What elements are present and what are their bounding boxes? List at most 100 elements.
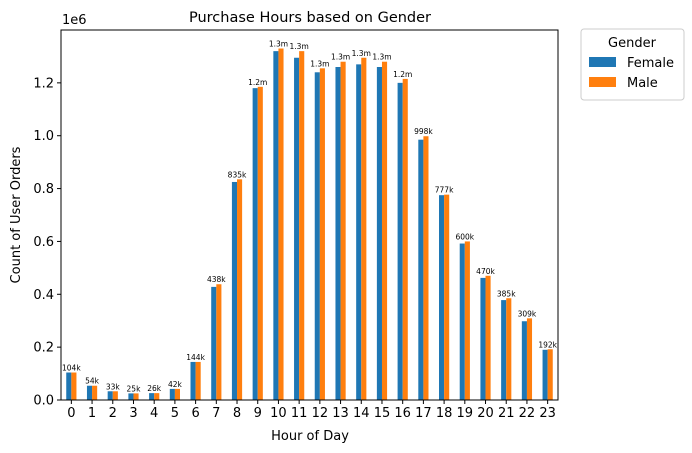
bars-group (66, 48, 553, 401)
x-tick-label-16: 16 (394, 406, 411, 421)
legend-title: Gender (608, 36, 657, 51)
y-ticks-group: 0.0 0.2 0.4 0.6 0.8 1.0 1.2 (33, 76, 61, 409)
data-label-hour-3: 25k (127, 384, 142, 393)
bar-male-hour-15 (381, 61, 388, 401)
bar-female-hour-9 (252, 88, 258, 400)
x-tick-label-15: 15 (374, 406, 391, 421)
x-tick-label-22: 22 (519, 406, 536, 421)
data-label-hour-23: 192k (538, 340, 557, 349)
chart-title: Purchase Hours based on Gender (189, 10, 431, 26)
x-tick-label-4: 4 (150, 406, 158, 421)
bar-female-hour-1 (86, 385, 93, 400)
legend-label-female: Female (627, 56, 674, 71)
data-label-hour-13: 1.3m (331, 53, 350, 62)
bar-female-hour-10 (273, 51, 279, 400)
bar-male-hour-22 (526, 318, 533, 400)
y-tick-label-0.8: 0.8 (33, 182, 54, 197)
x-tick-label-12: 12 (312, 406, 329, 421)
bar-male-hour-10 (278, 48, 284, 400)
x-tick-label-9: 9 (254, 406, 262, 421)
plot-frame (60, 29, 559, 401)
bar-female-hour-11 (294, 57, 300, 400)
data-label-hour-2: 33k (106, 382, 121, 391)
legend-swatch-male (589, 77, 616, 87)
bar-male-hour-7 (216, 284, 222, 400)
x-tick-label-14: 14 (353, 406, 370, 421)
bar-male-hour-1 (92, 385, 98, 400)
data-label-hour-4: 26k (147, 384, 162, 393)
data-label-hour-7: 438k (207, 275, 226, 284)
legend: Gender Female Male (580, 28, 685, 101)
bar-female-hour-23 (542, 349, 548, 400)
bar-male-hour-4 (154, 393, 160, 400)
data-label-hour-18: 777k (435, 186, 454, 195)
bar-male-hour-11 (299, 51, 305, 400)
x-tick-label-20: 20 (477, 406, 494, 421)
data-label-hour-10: 1.3m (269, 40, 288, 49)
x-tick-label-3: 3 (129, 406, 137, 421)
bar-female-hour-4 (149, 393, 155, 400)
x-tick-label-5: 5 (171, 406, 179, 421)
x-tick-label-21: 21 (498, 406, 515, 421)
bar-male-hour-6 (195, 361, 201, 400)
bar-female-hour-2 (107, 391, 113, 400)
data-label-hour-0: 104k (62, 364, 81, 373)
bar-male-hour-0 (71, 372, 77, 400)
bar-female-hour-21 (501, 300, 507, 400)
x-tick-label-10: 10 (270, 406, 287, 421)
x-tick-label-0: 0 (67, 406, 75, 421)
data-label-hour-1: 54k (85, 377, 100, 386)
data-label-hour-12: 1.3m (310, 59, 329, 68)
x-tick-label-19: 19 (457, 406, 474, 421)
bar-female-hour-14 (356, 64, 362, 401)
x-tick-label-17: 17 (415, 406, 432, 421)
data-label-hour-19: 600k (455, 232, 474, 241)
x-tick-label-13: 13 (332, 406, 349, 421)
bar-male-hour-3 (133, 393, 139, 400)
data-label-hour-9: 1.2m (248, 78, 267, 87)
bar-female-hour-22 (521, 321, 527, 400)
bar-female-hour-8 (231, 181, 238, 400)
bar-male-hour-5 (174, 388, 180, 400)
bar-male-hour-8 (237, 179, 243, 400)
x-tick-label-2: 2 (109, 406, 117, 421)
bar-female-hour-12 (314, 72, 320, 400)
x-tick-label-7: 7 (212, 406, 220, 421)
legend-swatch-female (589, 57, 616, 67)
bar-female-hour-3 (128, 393, 134, 400)
bar-female-hour-17 (418, 139, 424, 400)
bar-male-hour-14 (361, 57, 367, 400)
bar-female-hour-18 (439, 195, 445, 400)
bar-female-hour-5 (169, 388, 175, 400)
x-tick-label-8: 8 (233, 406, 241, 421)
y-tick-label-0.0: 0.0 (33, 394, 54, 409)
bar-female-hour-20 (480, 277, 486, 400)
bar-male-hour-9 (257, 86, 263, 400)
bar-male-hour-17 (423, 136, 429, 401)
x-axis-label: Hour of Day (271, 429, 349, 444)
data-label-hour-17: 998k (414, 127, 433, 136)
bar-female-hour-15 (376, 67, 382, 400)
bar-male-hour-18 (444, 194, 450, 400)
bar-female-hour-0 (66, 372, 72, 400)
bar-female-hour-7 (211, 286, 217, 400)
bar-female-hour-19 (459, 243, 465, 400)
x-tick-label-11: 11 (291, 406, 308, 421)
x-tick-label-6: 6 (191, 406, 199, 421)
x-tick-label-1: 1 (88, 406, 96, 421)
y-tick-label-0.6: 0.6 (33, 235, 54, 250)
data-label-hour-14: 1.3m (352, 49, 371, 58)
y-axis-offset-label: 1e6 (62, 13, 87, 28)
bar-male-hour-23 (547, 349, 553, 400)
data-label-hour-22: 309k (518, 309, 537, 318)
data-label-hour-20: 470k (476, 267, 495, 276)
y-axis-label: Count of User Orders (9, 146, 24, 283)
data-label-hour-21: 385k (497, 289, 516, 298)
data-label-hour-11: 1.3m (290, 42, 309, 51)
x-ticks-group: 0 1 2 3 4 5 6 7 8 9 10 11 12 13 14 15 16 17 18 19 20 21 22 23 (67, 400, 556, 421)
bar-female-hour-6 (190, 361, 196, 400)
y-tick-label-0.2: 0.2 (33, 341, 54, 356)
